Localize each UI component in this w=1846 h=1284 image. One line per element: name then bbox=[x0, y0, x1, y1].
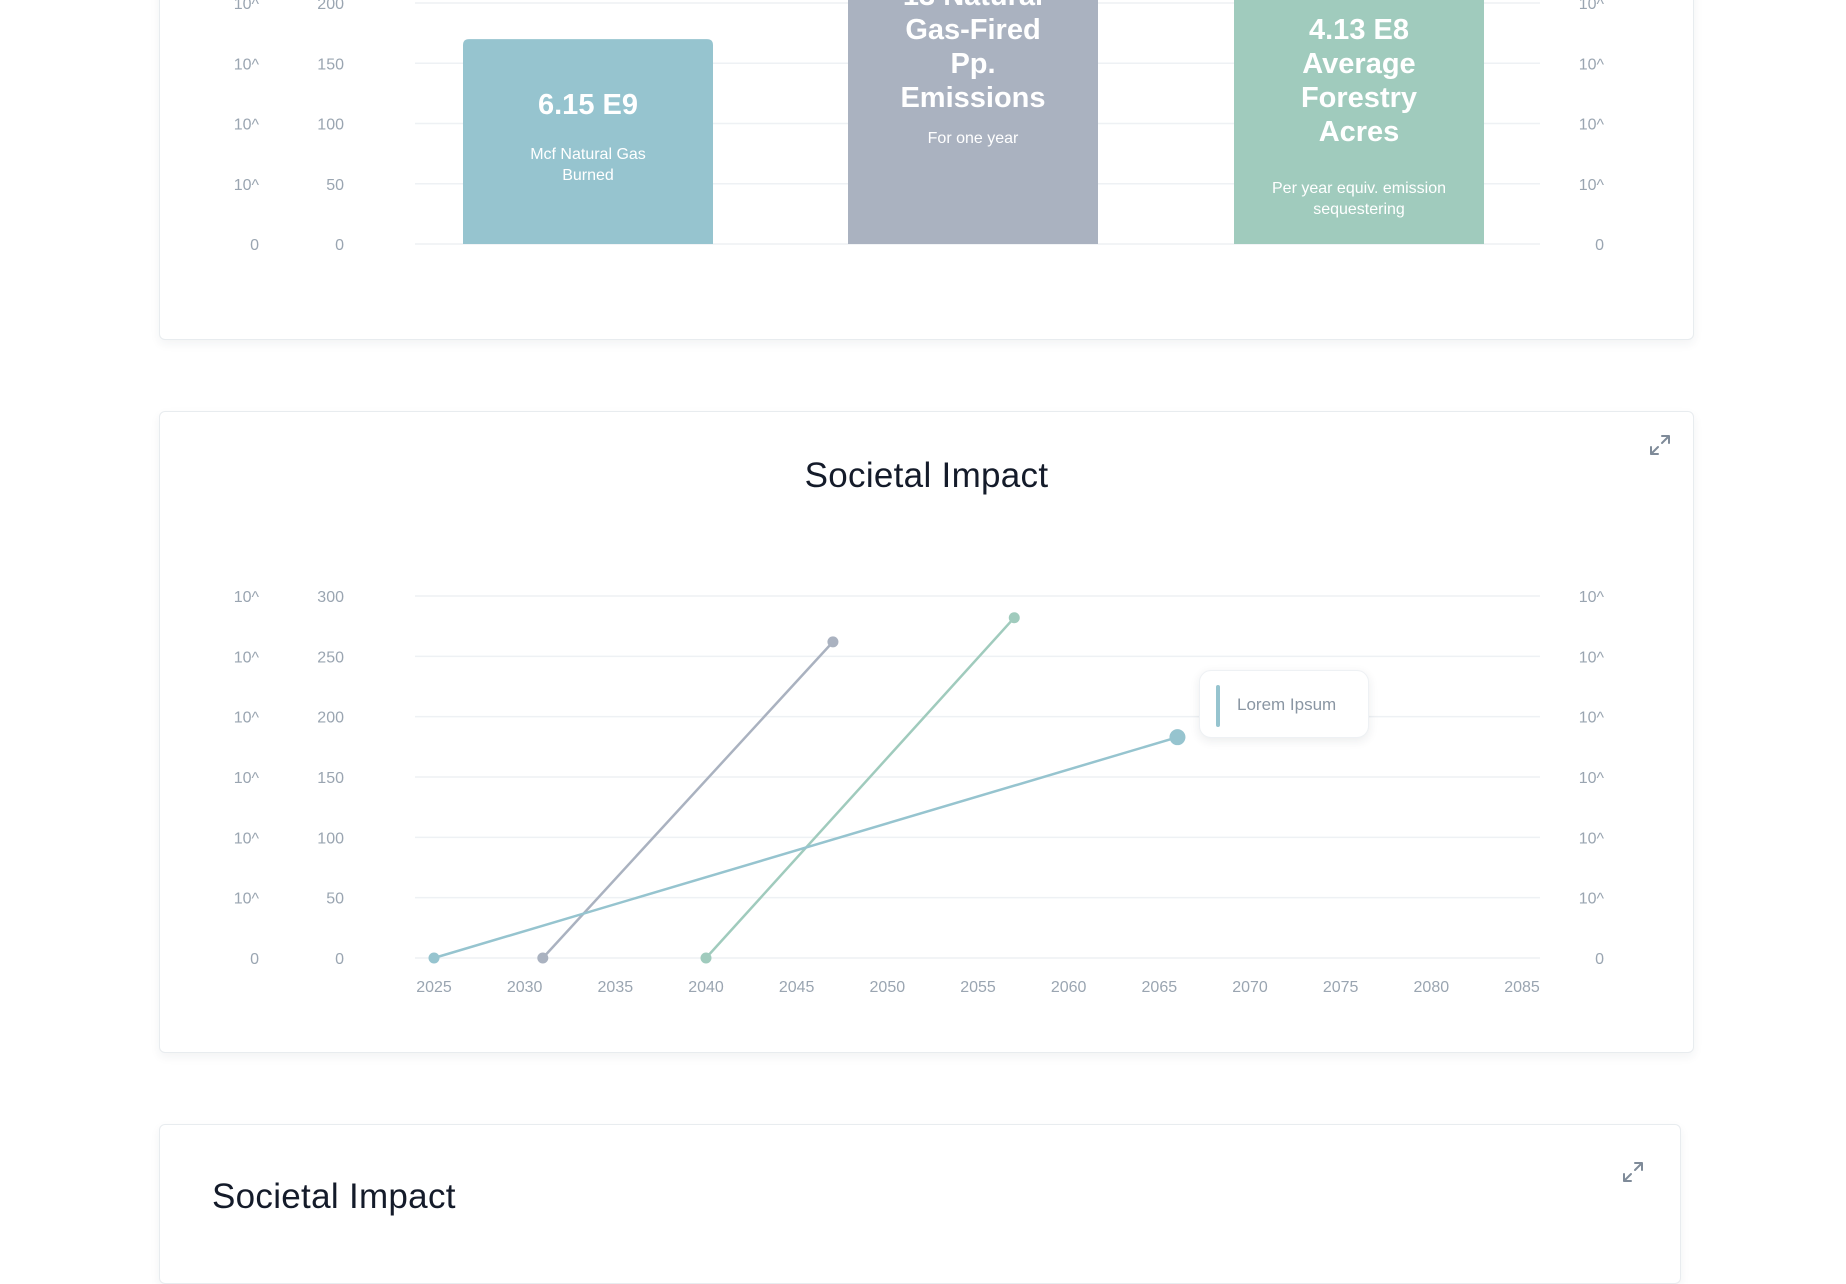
x-tick-label: 2080 bbox=[1414, 979, 1450, 996]
y-right-tick-label: 10^ bbox=[1579, 177, 1605, 194]
y-outer-tick-label: 10^ bbox=[234, 177, 260, 194]
y-right-tick-label: 10^ bbox=[1579, 770, 1605, 787]
chart-tooltip: Lorem Ipsum bbox=[1199, 670, 1369, 738]
bar-sub-label: For one year bbox=[928, 130, 1019, 147]
y-tick-label: 100 bbox=[317, 117, 344, 134]
x-tick-label: 2070 bbox=[1232, 979, 1268, 996]
y-right-tick-label: 10^ bbox=[1579, 117, 1605, 134]
y-right-tick-label: 10^ bbox=[1579, 710, 1605, 727]
y-right-tick-label: 10^ bbox=[1579, 56, 1605, 73]
data-point bbox=[1008, 612, 1020, 624]
bar-value-label: Emissions bbox=[900, 82, 1045, 114]
y-outer-tick-label: 10^ bbox=[234, 710, 260, 727]
chart-title: Societal Impact bbox=[804, 456, 1049, 495]
bar-chart-card: 200 10^ 10^ 150 10^ 10^ 100 10^ 10^ 50 10^ 10^ 0 0 0 6.… bbox=[159, 0, 1694, 340]
x-tick-label: 2040 bbox=[688, 979, 724, 996]
bar-value-label: Average bbox=[1302, 48, 1415, 80]
line-chart: 300 10^ 10^ 250 10^ 10^ 200 10^ 10^ 150 10^ 10^ 100 1… bbox=[234, 589, 1605, 996]
bar-sub-label: Burned bbox=[562, 167, 614, 184]
bar-value-label: 13 Natural bbox=[903, 0, 1043, 12]
expand-icon[interactable] bbox=[1618, 1157, 1648, 1187]
bar-value-label: Acres bbox=[1319, 116, 1400, 148]
x-tick-label: 2060 bbox=[1051, 979, 1087, 996]
data-point bbox=[537, 952, 549, 964]
bar bbox=[848, 0, 1098, 244]
y-tick-label: 50 bbox=[326, 177, 344, 194]
y-tick-label: 250 bbox=[317, 649, 344, 666]
bar bbox=[1234, 0, 1484, 244]
x-tick-label: 2045 bbox=[779, 979, 815, 996]
data-point bbox=[700, 952, 712, 964]
bar-chart: 200 10^ 10^ 150 10^ 10^ 100 10^ 10^ 50 10^ 10^ 0 0 0 6.… bbox=[234, 0, 1605, 254]
data-point bbox=[428, 952, 440, 964]
bar-value-label: Forestry bbox=[1301, 82, 1417, 114]
y-tick-label: 0 bbox=[335, 237, 344, 254]
bar-value-label: Pp. bbox=[950, 48, 995, 80]
y-outer-tick-label: 0 bbox=[250, 951, 259, 968]
bar-sub-label: Per year equiv. emission bbox=[1272, 180, 1446, 197]
y-outer-tick-label: 10^ bbox=[234, 56, 260, 73]
bar-sub-label: sequestering bbox=[1313, 201, 1405, 218]
y-right-tick-label: 10^ bbox=[1579, 830, 1605, 847]
x-tick-label: 2065 bbox=[1142, 979, 1178, 996]
data-point bbox=[1169, 729, 1186, 746]
y-tick-label: 300 bbox=[317, 589, 344, 606]
y-tick-label: 0 bbox=[335, 951, 344, 968]
series-line bbox=[705, 616, 1016, 959]
y-right-tick-label: 10^ bbox=[1579, 649, 1605, 666]
x-tick-label: 2050 bbox=[870, 979, 906, 996]
y-tick-label: 50 bbox=[326, 891, 344, 908]
y-tick-label: 100 bbox=[317, 830, 344, 847]
bar-value-label: 4.13 E8 bbox=[1309, 14, 1409, 46]
y-tick-label: 150 bbox=[317, 770, 344, 787]
series-line bbox=[541, 641, 834, 959]
x-tick-label: 2055 bbox=[960, 979, 996, 996]
data-point bbox=[827, 636, 839, 648]
societal-impact-line-card: Societal Impact 300 10^ 10^ 250 10^ 10^ 200 10^… bbox=[159, 411, 1694, 1053]
tooltip-text: Lorem Ipsum bbox=[1237, 695, 1337, 714]
expand-icon[interactable] bbox=[1645, 430, 1675, 460]
x-tick-label: 2035 bbox=[598, 979, 634, 996]
societal-impact-card-2: Societal Impact bbox=[159, 1124, 1681, 1284]
x-tick-label: 2075 bbox=[1323, 979, 1359, 996]
y-right-tick-label: 10^ bbox=[1579, 0, 1605, 13]
x-tick-label: 2030 bbox=[507, 979, 543, 996]
x-tick-label: 2025 bbox=[416, 979, 452, 996]
y-right-tick-label: 0 bbox=[1595, 951, 1604, 968]
y-tick-label: 200 bbox=[317, 0, 344, 13]
y-outer-tick-label: 10^ bbox=[234, 0, 260, 13]
series-line bbox=[433, 735, 1178, 960]
y-right-tick-label: 0 bbox=[1595, 237, 1604, 254]
y-outer-tick-label: 10^ bbox=[234, 770, 260, 787]
y-right-tick-label: 10^ bbox=[1579, 589, 1605, 606]
bar-value-label: 6.15 E9 bbox=[538, 89, 638, 121]
y-outer-tick-label: 10^ bbox=[234, 589, 260, 606]
chart-title: Societal Impact bbox=[212, 1177, 456, 1216]
y-right-tick-label: 10^ bbox=[1579, 891, 1605, 908]
bar bbox=[463, 39, 713, 245]
y-tick-label: 150 bbox=[317, 56, 344, 73]
y-outer-tick-label: 10^ bbox=[234, 891, 260, 908]
y-outer-tick-label: 10^ bbox=[234, 649, 260, 666]
bar-value-label: Gas-Fired bbox=[905, 14, 1040, 46]
tooltip-series-marker bbox=[1216, 685, 1220, 727]
y-outer-tick-label: 10^ bbox=[234, 830, 260, 847]
y-outer-tick-label: 0 bbox=[250, 237, 259, 254]
y-outer-tick-label: 10^ bbox=[234, 117, 260, 134]
y-tick-label: 200 bbox=[317, 710, 344, 727]
bar-sub-label: Mcf Natural Gas bbox=[530, 146, 646, 163]
x-tick-label: 2085 bbox=[1504, 979, 1540, 996]
